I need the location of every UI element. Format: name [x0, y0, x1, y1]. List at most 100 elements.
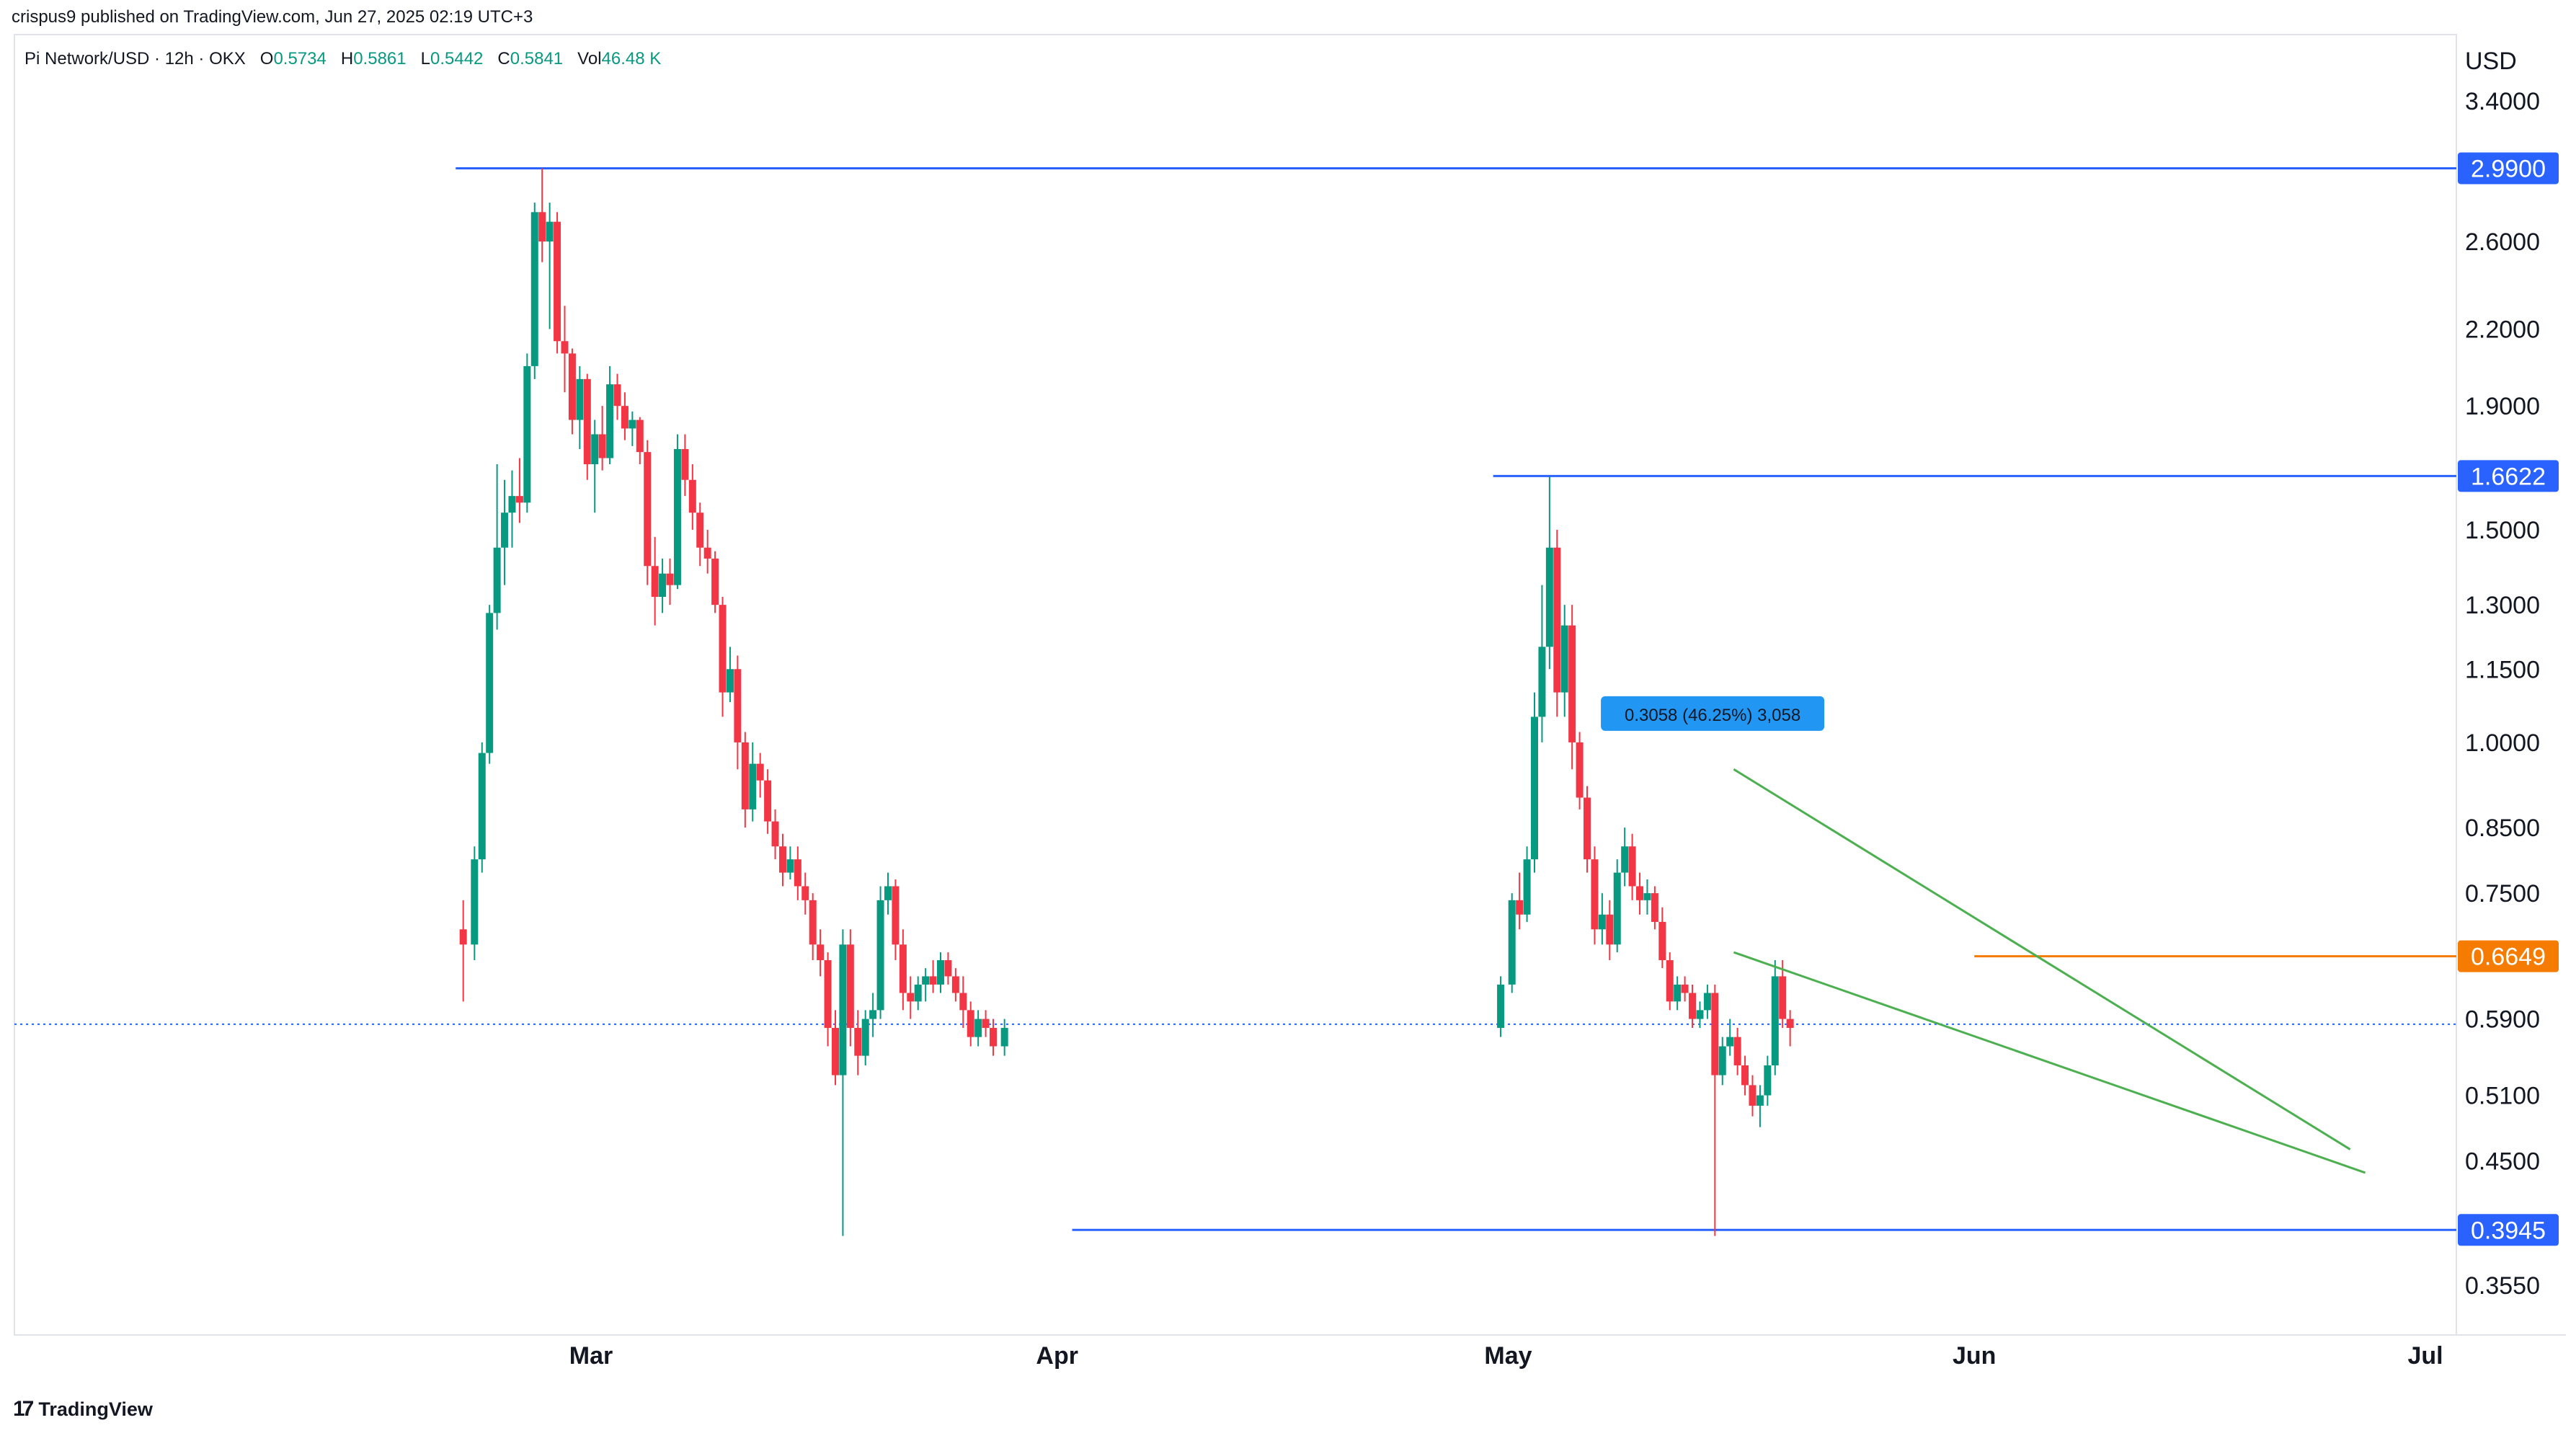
candle-body	[1756, 1095, 1764, 1106]
candle-body	[508, 496, 516, 513]
level-tag-label: 0.6649	[2471, 944, 2546, 971]
currency-label: USD	[2465, 48, 2517, 75]
ohlc-open-value: 0.5734	[273, 49, 327, 68]
candle-body	[598, 434, 606, 458]
candle-body	[719, 605, 727, 693]
candle-body	[1545, 547, 1553, 647]
candle-body	[794, 859, 801, 887]
candle-body	[1621, 846, 1629, 873]
tradingview-logo-text: TradingView	[38, 1398, 153, 1420]
ohlc-high-value: 0.5861	[353, 49, 407, 68]
candle-body	[974, 1019, 982, 1037]
candle-body	[846, 944, 854, 1029]
candle-body	[899, 944, 907, 993]
candle-body	[824, 960, 832, 1029]
y-tick-label: 2.2000	[2465, 316, 2540, 344]
candle-body	[576, 378, 584, 420]
candle-body	[1636, 886, 1644, 900]
y-tick-label: 0.7500	[2465, 880, 2540, 908]
level-tag	[2458, 1214, 2559, 1246]
level-tag	[2458, 152, 2559, 185]
x-tick-label: Mar	[569, 1342, 613, 1370]
plot-border	[14, 34, 2457, 1336]
candle-body	[1523, 859, 1531, 915]
level-tag-label: 2.9900	[2471, 155, 2546, 182]
ohlc-close-value: 0.5841	[510, 49, 564, 68]
candle-body	[681, 448, 689, 480]
candle-body	[869, 1010, 877, 1019]
candle-body	[1764, 1065, 1772, 1096]
candle-body	[1553, 547, 1561, 693]
candle-body	[741, 742, 749, 809]
candle-body	[1718, 1046, 1726, 1075]
candle-body	[951, 976, 959, 993]
candle-body	[929, 976, 937, 985]
publish-info: crispus9 published on TradingView.com, J…	[12, 7, 533, 27]
wedge-lower-line[interactable]	[1733, 951, 2366, 1174]
candle-body	[711, 558, 719, 605]
y-tick-label: 1.0000	[2465, 729, 2540, 757]
candle-body	[1711, 993, 1719, 1075]
y-tick-label: 0.3550	[2465, 1272, 2540, 1300]
candles	[459, 168, 1794, 1236]
candle-body	[459, 929, 467, 945]
candle-body	[1591, 859, 1599, 930]
measure-label-text: 0.3058 (46.25%) 3,058	[1625, 706, 1800, 725]
candle-body	[749, 763, 757, 809]
candle-body	[914, 984, 922, 1002]
y-tick-label: 0.5900	[2465, 1006, 2540, 1034]
x-tick-label: Jun	[1953, 1342, 1996, 1370]
candle-body	[1696, 1010, 1704, 1019]
candle-body	[1658, 921, 1666, 961]
candle-body	[1733, 1037, 1741, 1065]
ohlc-close-key: C	[497, 49, 510, 68]
candle-body	[1516, 900, 1524, 915]
candle-body	[1651, 893, 1658, 922]
candle-body	[1786, 1019, 1794, 1029]
candle-body	[659, 573, 667, 598]
ohlc-vol-value: 46.48 K	[601, 49, 662, 68]
candle-body	[501, 513, 509, 548]
level-tag	[2458, 940, 2559, 972]
candle-body	[478, 753, 486, 860]
candle-body	[1749, 1085, 1756, 1106]
candle-body	[583, 378, 591, 465]
candle-body	[546, 221, 554, 242]
candle-body	[1584, 797, 1591, 860]
ohlc-open-key: O	[259, 49, 274, 68]
symbol-name: Pi Network/USD · 12h · OKX	[25, 49, 246, 68]
candle-body	[651, 566, 659, 598]
time-axis[interactable]: Mar Apr May Jun Jul	[569, 1342, 2443, 1370]
y-tick-label: 3.4000	[2465, 88, 2540, 115]
y-tick-label: 2.6000	[2465, 229, 2540, 256]
candle-body	[606, 384, 614, 458]
candle-body	[1606, 914, 1614, 945]
candle-body	[688, 479, 696, 513]
candle-body	[892, 886, 900, 945]
candle-body	[673, 448, 681, 585]
candle-body	[876, 900, 884, 1011]
candle-body	[1666, 960, 1674, 1002]
candle-body	[922, 976, 930, 985]
wedge-upper-line[interactable]	[1733, 768, 2351, 1150]
level-tag-label: 0.3945	[2471, 1217, 2546, 1244]
y-tick-label: 1.5000	[2465, 517, 2540, 544]
candle-body	[1000, 1028, 1008, 1047]
tradingview-logo-icon: 17	[13, 1397, 34, 1421]
candle-body	[817, 944, 825, 961]
candle-body	[778, 846, 786, 873]
candle-body	[486, 613, 494, 753]
candle-body	[1598, 914, 1606, 930]
y-tick-label: 0.4500	[2465, 1148, 2540, 1176]
ohlc-low-value: 0.5442	[430, 49, 484, 68]
price-axis[interactable]: USD 3.4000 2.6000 2.2000 1.9000 1.5000 1.3000 1…	[2458, 48, 2559, 1300]
candle-body	[554, 221, 561, 342]
y-tick-label: 1.3000	[2465, 592, 2540, 619]
measure-label-box	[1601, 696, 1825, 731]
candle-body	[696, 513, 704, 548]
candle-body	[907, 993, 915, 1002]
candle-body	[861, 1019, 869, 1056]
candle-body	[1643, 893, 1651, 900]
symbol-legend: Pi Network/USD · 12h · OKX O 0.5734 H 0.…	[25, 49, 661, 69]
